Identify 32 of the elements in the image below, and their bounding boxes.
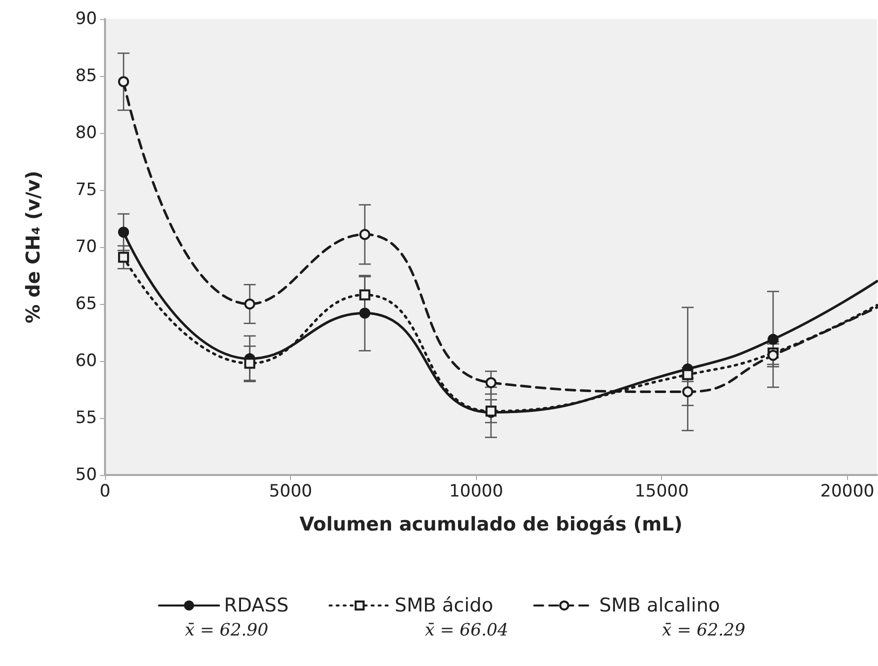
text: x̄ = 62.90: [185, 620, 268, 640]
point: [682, 386, 694, 398]
legend-label: RDASS: [224, 594, 289, 616]
x-tick-label: 0: [100, 482, 110, 502]
y-tick-label: 80: [75, 123, 97, 143]
y-axis-title: % de CH₄ (v/v): [22, 170, 44, 324]
text: x̄ = 62.29: [662, 620, 746, 640]
point: [768, 334, 779, 345]
y-tick-label: 50: [75, 465, 97, 485]
point: [359, 289, 370, 300]
legend-label: SMB alcalino: [599, 594, 720, 616]
y-tick-label: 60: [75, 351, 97, 371]
y-tick-label: 70: [75, 237, 97, 257]
y-tick-label: 90: [75, 9, 97, 29]
point: [244, 298, 256, 310]
x-tick-label: 10000: [449, 482, 504, 502]
point: [118, 226, 130, 238]
x-tick-label: 20000: [820, 482, 874, 502]
legend-label: SMB ácido: [394, 594, 494, 616]
y-tick-label: 85: [75, 66, 97, 86]
point: [486, 377, 496, 388]
point: [118, 252, 130, 263]
y-tick-label: 55: [75, 408, 97, 428]
y-tick-label: 75: [75, 180, 97, 200]
y-tick-label: 65: [75, 294, 97, 314]
x-tick-label: 15000: [634, 482, 689, 502]
point: [359, 308, 370, 319]
x-axis-title: Volumen acumulado de biogás (mL): [299, 514, 683, 536]
text: x̄ = 66.04: [425, 620, 508, 640]
point: [359, 228, 370, 240]
x-tick-label: 5000: [268, 482, 312, 502]
point: [118, 76, 130, 88]
